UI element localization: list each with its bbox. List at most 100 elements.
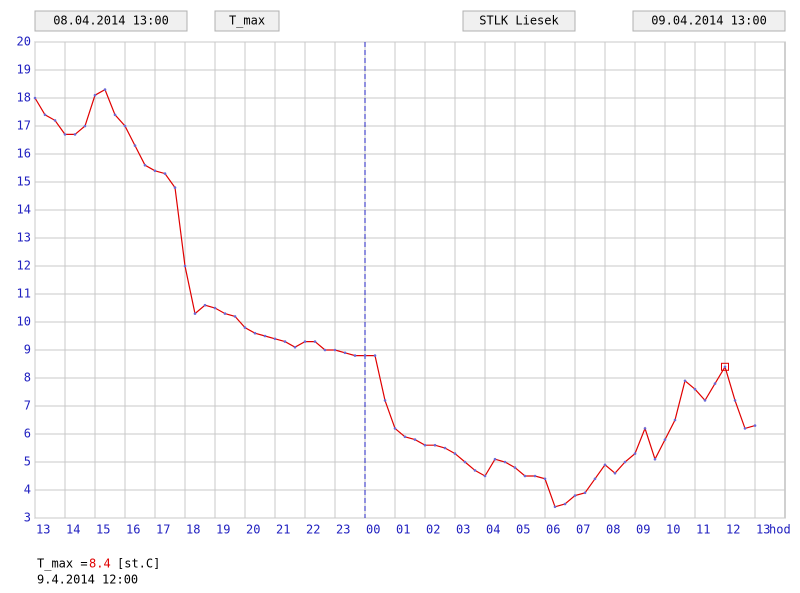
x-tick-label: 10: [666, 523, 680, 537]
y-tick-label: 3: [24, 511, 31, 525]
data-point: [273, 337, 277, 341]
data-point: [653, 457, 657, 461]
data-point: [693, 387, 697, 391]
end-time: 09.04.2014 13:00: [651, 14, 767, 28]
y-tick-label: 9: [24, 343, 31, 357]
data-point: [163, 172, 167, 175]
x-tick-label: 00: [366, 523, 380, 537]
y-tick-label: 17: [17, 119, 31, 133]
data-point: [573, 494, 577, 497]
x-unit-label: hod: [769, 523, 791, 537]
station-title: STLK Liesek: [479, 14, 559, 28]
data-point: [93, 93, 97, 97]
y-tick-label: 16: [17, 147, 31, 161]
station-button[interactable]: [462, 10, 576, 32]
data-point: [183, 264, 187, 268]
data-point: [593, 477, 597, 481]
y-tick-label: 4: [24, 483, 31, 497]
data-point: [443, 446, 447, 450]
data-point: [43, 113, 47, 117]
y-tick-label: 15: [17, 175, 31, 189]
x-tick-label: 20: [246, 523, 260, 537]
data-point: [663, 438, 667, 441]
y-tick-label: 6: [24, 427, 31, 441]
data-point: [583, 491, 587, 495]
data-point: [643, 427, 647, 430]
end-button[interactable]: [632, 10, 786, 32]
data-point: [613, 471, 617, 475]
x-tick-label: 17: [156, 523, 170, 537]
y-tick-label: 11: [17, 287, 31, 301]
data-point: [323, 348, 327, 352]
readout-label: T_max =: [37, 557, 88, 571]
y-tick-label: 10: [17, 315, 31, 329]
y-tick-label: 13: [17, 231, 31, 245]
data-point: [423, 443, 427, 447]
data-point: [703, 399, 707, 402]
data-point: [503, 460, 507, 464]
data-point: [193, 312, 197, 315]
data-point: [103, 88, 107, 91]
readout-time: 9.4.2014 12:00: [37, 573, 138, 587]
x-tick-label: 01: [396, 523, 410, 537]
variable-button[interactable]: [214, 10, 280, 32]
data-point: [683, 379, 687, 383]
data-point: [243, 326, 247, 329]
data-point: [253, 331, 257, 335]
x-tick-label: 13: [36, 523, 50, 537]
data-point: [623, 460, 627, 464]
data-point: [333, 348, 337, 352]
data-point: [133, 144, 137, 147]
x-tick-label: 21: [276, 523, 290, 537]
variable: T_max: [229, 14, 265, 28]
data-point: [373, 354, 377, 357]
x-tick-label: 19: [216, 523, 230, 537]
data-point: [473, 469, 477, 472]
y-tick-label: 12: [17, 259, 31, 273]
x-tick-label: 05: [516, 523, 530, 537]
x-tick-label: 23: [336, 523, 350, 537]
data-point: [263, 334, 267, 338]
x-tick-label: 11: [696, 523, 710, 537]
start-button[interactable]: [34, 10, 188, 32]
data-point: [733, 399, 737, 402]
data-point: [213, 306, 217, 310]
data-point: [143, 163, 147, 167]
data-point: [453, 452, 457, 455]
x-tick-label: 07: [576, 523, 590, 537]
data-point: [713, 382, 717, 385]
data-point: [83, 124, 87, 128]
data-point: [723, 365, 727, 369]
data-point: [753, 424, 757, 427]
y-tick-label: 20: [17, 35, 31, 49]
y-tick-label: 18: [17, 91, 31, 105]
data-point: [743, 427, 747, 430]
data-point: [513, 466, 517, 469]
y-tick-label: 7: [24, 399, 31, 413]
start-time: 08.04.2014 13:00: [53, 14, 169, 28]
data-point: [173, 186, 177, 189]
y-tick-label: 5: [24, 455, 31, 469]
data-point: [363, 354, 367, 357]
data-point: [493, 457, 497, 461]
plot-area: [34, 41, 786, 519]
x-tick-label: 12: [726, 523, 740, 537]
selected-point: [721, 362, 729, 371]
data-point: [73, 133, 77, 136]
x-tick-label: 02: [426, 523, 440, 537]
x-tick-label: 22: [306, 523, 320, 537]
data-point: [113, 113, 117, 117]
y-tick-label: 14: [17, 203, 31, 217]
y-tick-label: 19: [17, 63, 31, 77]
x-tick-label: 18: [186, 523, 200, 537]
data-point: [483, 474, 487, 478]
data-point: [543, 477, 547, 481]
data-point: [673, 418, 677, 422]
data-point: [433, 443, 437, 447]
data-point: [523, 474, 527, 478]
x-tick-label: 04: [486, 523, 500, 537]
data-point: [383, 399, 387, 402]
x-tick-label: 03: [456, 523, 470, 537]
readout-unit: [st.C]: [117, 557, 160, 571]
